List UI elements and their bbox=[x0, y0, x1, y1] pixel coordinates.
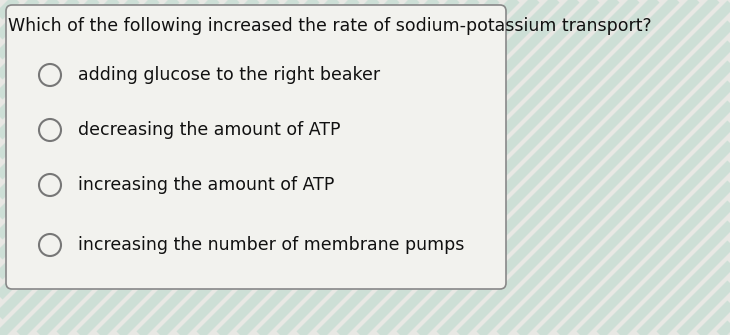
Text: decreasing the amount of ATP: decreasing the amount of ATP bbox=[78, 121, 340, 139]
Text: increasing the number of membrane pumps: increasing the number of membrane pumps bbox=[78, 236, 464, 254]
Text: increasing the amount of ATP: increasing the amount of ATP bbox=[78, 176, 334, 194]
Text: adding glucose to the right beaker: adding glucose to the right beaker bbox=[78, 66, 380, 84]
FancyBboxPatch shape bbox=[6, 5, 506, 289]
Text: Which of the following increased the rate of sodium-potassium transport?: Which of the following increased the rat… bbox=[8, 17, 652, 35]
